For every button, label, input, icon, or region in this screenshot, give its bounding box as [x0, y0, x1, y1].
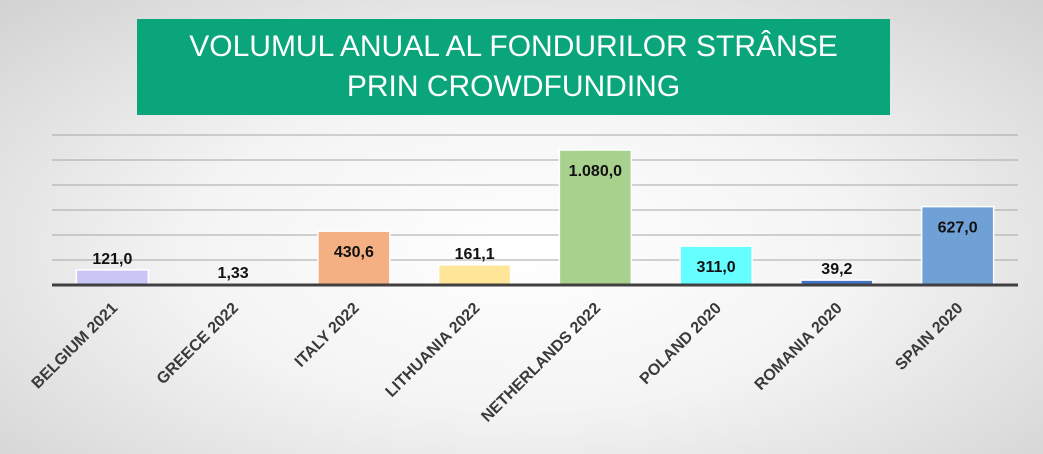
x-tick-label: ITALY 2022: [292, 300, 363, 371]
x-tick-label: POLAND 2020: [637, 300, 725, 388]
x-tick-label: GREECE 2022: [154, 300, 242, 388]
x-tick-label: SPAIN 2020: [892, 300, 966, 374]
data-label: 311,0: [697, 259, 736, 276]
data-label: 1,33: [218, 265, 249, 282]
x-tick-label: NETHERLANDS 2022: [478, 300, 604, 426]
chart-title-text: VOLUMUL ANUAL AL FONDURILOR STRÂNSE PRIN…: [189, 30, 838, 103]
data-label: 430,6: [334, 244, 374, 261]
chart-title: VOLUMUL ANUAL AL FONDURILOR STRÂNSE PRIN…: [137, 19, 890, 115]
bar: [558, 149, 633, 286]
bar: [317, 230, 391, 286]
bar: [75, 269, 150, 286]
data-label: 161,1: [455, 246, 495, 263]
x-tick-label: ROMANIA 2020: [752, 300, 846, 394]
data-label: 39,2: [821, 261, 852, 278]
data-label: 1.080,0: [569, 163, 622, 180]
data-label: 121,0: [92, 251, 132, 268]
x-tick-label: BELGIUM 2021: [29, 300, 122, 393]
bar: [920, 205, 995, 286]
x-tick-label: LITHUANIA 2022: [383, 300, 484, 401]
bar: [437, 264, 512, 286]
data-label: 627,0: [938, 220, 978, 237]
